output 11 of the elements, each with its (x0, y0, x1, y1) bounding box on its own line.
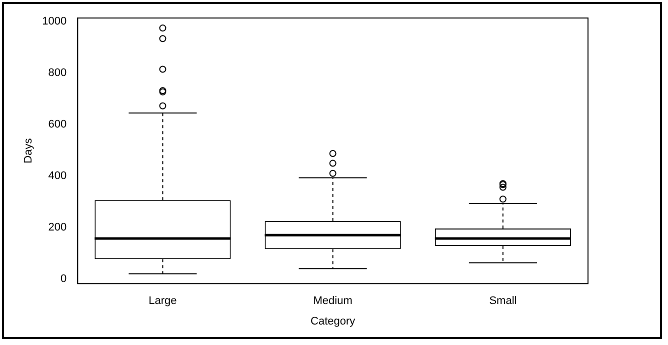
x-axis-title: Category (310, 315, 356, 328)
y-axis-title: Days (22, 138, 35, 164)
y-tick-label: 600 (48, 118, 67, 130)
y-tick-label: 800 (48, 66, 67, 79)
y-tick-label: 200 (48, 221, 67, 234)
y-tick-label: 0 (60, 272, 67, 285)
y-tick-label: 400 (48, 170, 67, 182)
x-tick-label: Large (148, 295, 177, 308)
x-tick-label: Medium (313, 295, 352, 308)
y-tick-label: 1000 (42, 15, 67, 28)
x-tick-label: Small (489, 295, 517, 308)
